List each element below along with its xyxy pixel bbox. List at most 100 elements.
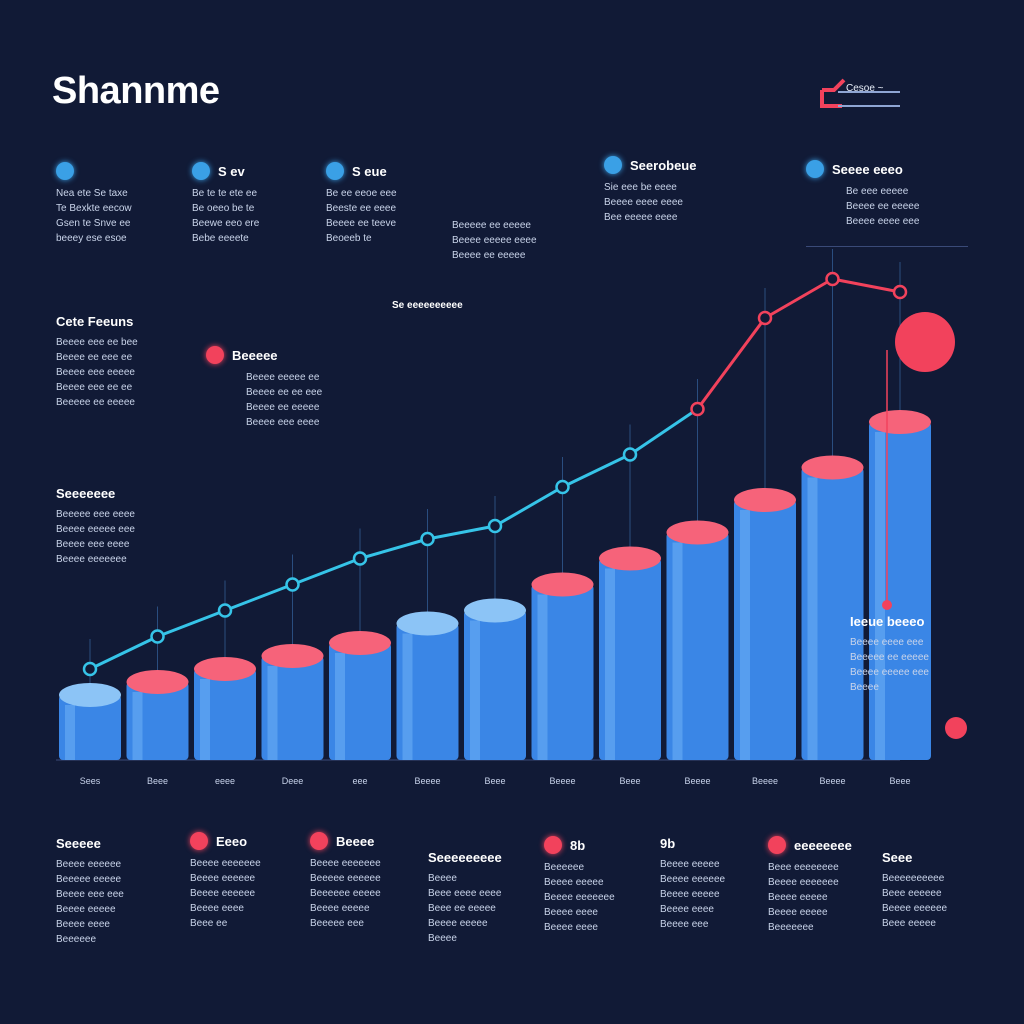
top-note-6: Seeee eeeo Be eee eeeee Beeee ee eeeee B…	[806, 160, 919, 229]
line-point	[285, 577, 300, 592]
bar-highlight	[267, 666, 278, 760]
bottom-note-6: 9b Beeee eeeee Beeee eeeeee Beeee eeeee …	[660, 836, 725, 932]
top-note-4: Beeeee ee eeeee Beeee eeeee eeee Beeee e…	[452, 218, 537, 263]
bar-highlight	[132, 692, 143, 760]
marker-end	[882, 600, 892, 610]
note-line: Beeeeeee	[768, 922, 814, 933]
note-line: Beoeeb te	[326, 233, 372, 244]
line-point	[622, 447, 638, 462]
note-line: Beeee	[428, 933, 457, 944]
note-line: Beeeee ee eeeee	[452, 220, 531, 231]
right-note: Ieeue beeeo Beeee eeee eee Beeeee ee eee…	[850, 614, 929, 695]
note-line: Beeee eeeee eee	[56, 524, 135, 535]
line-point	[150, 629, 165, 644]
line-segment	[89, 635, 159, 671]
note-line: Beeeee eeeee	[56, 874, 122, 885]
note-heading: 9b	[660, 836, 676, 851]
note-line: Beeeee eee eeee	[56, 509, 135, 520]
line-point	[825, 271, 840, 287]
note-line: Beewe eeo ere	[192, 218, 260, 229]
bar-highlight	[740, 510, 750, 760]
note-line: Beeee eeeeeee	[544, 892, 615, 903]
bar-highlight	[537, 594, 548, 760]
info-icon	[192, 162, 210, 180]
top-note-3: S eue Be ee eeoe eee Beeste ee eeee Beee…	[326, 162, 397, 246]
note-line: Beeee ee teeve	[326, 218, 397, 229]
note-line: Be ee eeoe eee	[326, 188, 397, 199]
line-segment	[561, 453, 631, 489]
left-note-3: Seeeeeee Beeeee eee eeee Beeee eeeee eee…	[56, 486, 135, 567]
info-icon	[326, 162, 344, 180]
bottom-note-1: Seeeee Beeee eeeeee Beeeee eeeee Beeee e…	[56, 836, 124, 947]
note-line: Beeee eeeee	[310, 903, 370, 914]
note-line: Beeee eee eeee	[246, 417, 320, 428]
alert-icon	[544, 836, 562, 854]
line-point	[352, 551, 368, 566]
note-line: Sie eee be eeee	[604, 182, 677, 193]
alert-icon	[206, 346, 224, 364]
note-line: Beeeeee	[56, 934, 97, 945]
top-note-5: Seerobeue Sie eee be eeee Beeee eeee eee…	[604, 156, 696, 225]
tick-label: Beeee	[752, 776, 778, 786]
note-line: Beeee eeeee eeee	[452, 235, 537, 246]
note-line: Beeee ee eeeee	[246, 402, 320, 413]
bar-top	[59, 683, 121, 707]
note-heading: Beeee	[336, 833, 375, 849]
note-line: Beeeee eee	[310, 918, 364, 929]
note-line: Beeee eeeeeee	[310, 858, 381, 869]
tick-label: Beeee	[684, 776, 710, 786]
note-heading: Beeeee	[232, 347, 278, 363]
note-line: Beeeee eeeeee	[310, 873, 381, 884]
note-heading: Cete Feeuns	[56, 314, 134, 329]
note-heading: Seee	[882, 850, 913, 865]
divider	[806, 246, 968, 247]
left-note-2: Beeeee Beeee eeeee ee Beeee ee ee eee Be…	[206, 346, 322, 430]
logo-icon	[820, 78, 900, 108]
tick-label: Sees	[80, 776, 101, 786]
note-line: Beeee eeeee	[768, 907, 828, 918]
bottom-note-4: Seeeeeeeee Beeee Beee eeee eeee Beee ee …	[428, 850, 502, 946]
bar-top	[531, 572, 594, 597]
note-line: Beeee eee ee bee	[56, 337, 138, 348]
page-title: Shannme	[52, 70, 220, 112]
logo-label: Cesoe ~	[846, 83, 884, 94]
note-line: Beeee eeeee	[428, 918, 488, 929]
bar-highlight	[605, 568, 615, 760]
note-line: Beeee	[850, 682, 879, 693]
bar-top	[261, 644, 324, 668]
bar-highlight	[672, 542, 683, 760]
note-line: Beeee eeee	[544, 922, 598, 933]
note-heading: eeeeeeee	[794, 837, 852, 853]
line-segment	[696, 317, 767, 410]
note-line: Beeeee ee eeeee	[850, 652, 929, 663]
line-point	[82, 661, 98, 677]
corner-marker	[945, 717, 967, 739]
top-note-1: Nea ete Se taxe Te Bexkte eecow Gsen te …	[56, 162, 132, 246]
note-line: Beeee eee eeeee	[56, 367, 135, 378]
tick-label: eee	[352, 776, 367, 786]
bar-top	[869, 410, 931, 434]
note-line: Beeee eee eeee	[56, 539, 130, 550]
note-line: Beeee eeeeee	[56, 859, 122, 870]
bar-highlight	[807, 477, 818, 760]
bar-top	[599, 546, 661, 571]
line-segment	[764, 277, 834, 320]
line-segment	[494, 485, 564, 528]
note-heading: Ieeue beeeo	[850, 614, 925, 629]
note-line: Bebe eeeete	[192, 233, 249, 244]
note-line: Beeee eeee	[544, 907, 598, 918]
tick-label: eeee	[215, 776, 235, 786]
note-line: Beeee eeee eee	[846, 216, 920, 227]
line-segment	[427, 524, 496, 541]
note-line: Beeee eeeee	[544, 877, 604, 888]
note-line: Beeee eeeeee	[882, 903, 948, 914]
note-line: beeey ese esoe	[56, 233, 127, 244]
highlight-marker	[895, 312, 955, 372]
alert-icon	[190, 832, 208, 850]
bottom-note-8: Seee Beeeeeeeeee Beee eeeeee Beeee eeeee…	[882, 850, 947, 931]
tick-label: Beee	[619, 776, 640, 786]
note-line: Beeee eeeee	[56, 904, 116, 915]
note-heading: 8b	[570, 837, 586, 853]
bottom-note-7: eeeeeeee Beee eeeeeeee Beeee eeeeeee Bee…	[768, 836, 852, 935]
